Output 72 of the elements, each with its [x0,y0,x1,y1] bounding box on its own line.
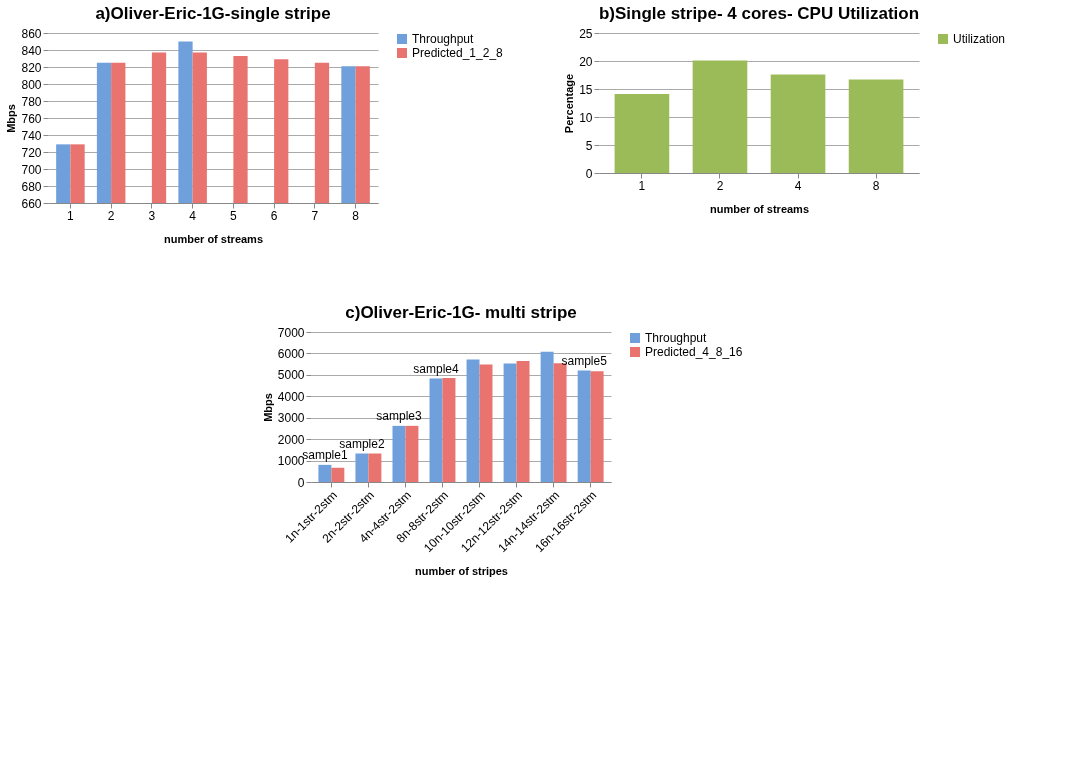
legend-label: Throughput [412,32,475,46]
x-tick-label: 6 [270,208,278,223]
y-tick-label: 4000 [277,389,305,404]
y-axis-title: Percentage [563,73,576,134]
chart-title: a)Oliver-Eric-1G-single stripe [95,4,331,23]
x-tick-label: 2 [716,178,724,193]
x-tick-label: 4 [189,208,197,223]
x-tick-label: 2 [107,208,115,223]
y-axis-title: Mbps [261,393,274,422]
legend-label: Utilization [953,32,1006,46]
y-axis-title: Mbps [5,104,18,133]
x-tick-label: 7 [311,208,319,223]
x-tick-label: 8 [872,178,880,193]
bar [429,378,443,482]
annotation: sample3 [376,408,422,423]
x-tick-label: 4 [794,178,802,193]
x-tick-label: 5 [230,208,238,223]
y-tick-label: 20 [579,54,593,69]
y-tick-label: 10 [579,110,593,125]
bar [442,378,456,482]
y-tick-label: 800 [21,77,42,92]
y-tick-label: 7000 [277,325,305,340]
bar [692,60,748,173]
x-tick-label: 1 [638,178,646,193]
x-axis-title: number of stripes [415,565,508,578]
legend-label: Predicted_1_2_8 [412,46,504,60]
bar [516,360,530,482]
y-tick-label: 840 [21,43,42,58]
y-tick-label: 820 [21,60,42,75]
y-tick-label: 700 [21,162,42,177]
bar [848,79,904,173]
legend-label: Throughput [645,331,708,345]
x-tick-label: 8 [352,208,360,223]
chart-title: b)Single stripe- 4 cores- CPU Utilization [598,4,920,23]
y-tick-label: 720 [21,145,42,160]
bar [614,94,670,173]
bar [479,364,493,482]
y-tick-label: 740 [21,128,42,143]
bar [503,363,517,482]
bar [405,425,419,482]
bar [355,453,369,482]
bar [368,453,382,482]
bar [392,425,406,482]
annotation: sample5 [561,353,608,368]
y-tick-label: 5000 [277,368,305,383]
bar [577,370,591,482]
x-axis-title: number of streams [709,202,810,215]
bar [540,351,554,482]
y-tick-label: 860 [21,26,42,41]
x-axis-title: number of streams [163,232,264,245]
x-tick-label: 1 [67,208,75,223]
y-tick-label: 5 [585,138,593,153]
y-tick-label: 0 [585,166,593,181]
y-tick-label: 680 [21,179,42,194]
y-tick-label: 760 [21,111,42,126]
bar [770,74,826,173]
y-tick-label: 780 [21,94,42,109]
bar [466,359,480,482]
bar [318,464,332,482]
annotation: sample4 [413,361,459,376]
y-tick-label: 660 [21,196,42,211]
y-tick-label: 15 [579,82,593,97]
legend-label: Predicted_4_8_16 [645,345,743,359]
y-tick-label: 6000 [277,346,305,361]
y-tick-label: 3000 [277,411,305,426]
y-tick-label: 0 [297,475,305,490]
x-tick-label: 3 [148,208,156,223]
y-tick-label: 2000 [277,432,305,447]
chart-title: c)Oliver-Eric-1G- multi stripe [345,303,577,322]
bar [590,371,604,482]
y-tick-label: 25 [579,26,593,41]
bar [331,467,345,482]
